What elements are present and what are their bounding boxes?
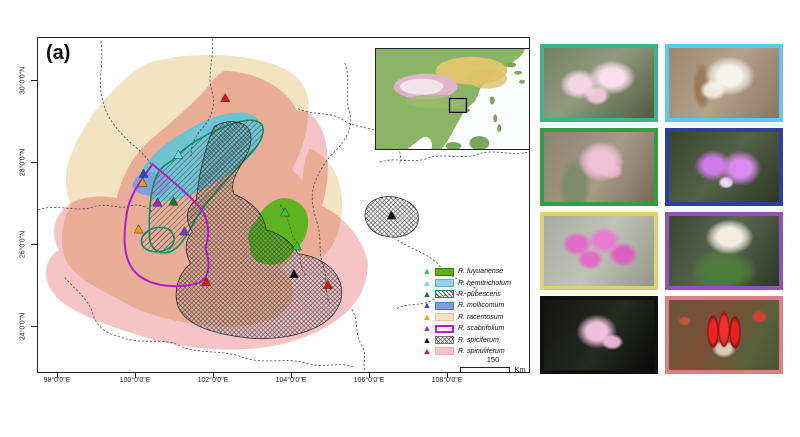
marker-fuyuanense: [291, 241, 302, 251]
lat-tick-label: 26°0'0"N: [19, 230, 27, 259]
marker-fuyuanense: [279, 207, 290, 217]
legend-item-pubescens: ▲ R. pubescens: [422, 288, 501, 299]
triangle-icon: ▲: [422, 311, 432, 322]
triangle-icon: ▲: [422, 300, 432, 311]
lon-tick-label: 102°0'0"E: [197, 377, 229, 384]
range-swatch: [435, 267, 454, 276]
legend-item-racemosum: ▲ R. racemosum: [422, 311, 504, 322]
lat-tick: [31, 244, 37, 245]
lat-tick-label: 28°0'0"N: [19, 148, 27, 177]
flower-image: [544, 300, 654, 370]
legend-item-mollicomum: ▲ R. mollicomum: [422, 300, 505, 311]
range-pubescens-south: [140, 226, 175, 253]
triangle-icon: ▲: [422, 277, 432, 288]
flower-image: [669, 48, 779, 118]
range-swatch: [435, 279, 454, 288]
lat-tick-label: 24°0'0"N: [19, 312, 27, 341]
range-spiciferum: [175, 121, 343, 339]
range-scabrifolium: [123, 162, 210, 288]
map-canvas: [38, 38, 528, 372]
lon-tick: [447, 373, 448, 378]
flower-image: [669, 300, 779, 370]
marker-spiciferum: [288, 268, 299, 279]
flower-image: [669, 216, 779, 286]
marker-racemosum: [137, 177, 148, 187]
flower-image: [669, 132, 779, 202]
species-photo-grid: [540, 44, 783, 374]
lon-tick-label: 108°0'0"E: [431, 377, 463, 384]
marker-hemitrichotum: [173, 149, 184, 159]
legend-item-spinuliferum: ▲ R. spinuliferum: [422, 345, 505, 356]
photo-fuyuanense: [540, 44, 658, 122]
province-boundaries: [38, 38, 528, 372]
range-swatch: [435, 290, 454, 299]
panel-label: (a): [46, 42, 71, 64]
lon-tick-label: 104°0'0"E: [275, 377, 307, 384]
photo-racemosum: [540, 212, 658, 290]
species-markers: [133, 92, 397, 289]
lon-tick: [291, 373, 292, 378]
photo-spiciferum: [540, 296, 658, 374]
marker-mollicomum: [138, 168, 149, 178]
lon-tick: [57, 373, 58, 378]
triangle-icon: ▲: [422, 345, 432, 356]
study-area-rectangle: [448, 97, 468, 114]
photo-pubescens: [540, 128, 658, 206]
lon-tick-label: 106°0'0"E: [353, 377, 385, 384]
range-swatch: [435, 347, 454, 356]
legend-item-fuyuanense: ▲ R. fuyuanense: [422, 266, 504, 277]
legend-item-hemitrichotum: ▲ R. hemitrichotum: [422, 277, 511, 288]
range-swatch: [435, 301, 454, 310]
marker-spinuliferum: [201, 276, 212, 286]
scale-bar: 150 Km: [438, 355, 548, 374]
marker-spiciferum: [386, 210, 397, 220]
triangle-icon: ▲: [422, 323, 432, 334]
scale-distance: 150: [486, 355, 500, 364]
lon-tick: [213, 373, 214, 378]
lon-tick: [369, 373, 370, 378]
marker-scabrifolium: [152, 197, 163, 207]
marker-pubescens: [168, 196, 179, 206]
range-swatch: [435, 313, 454, 322]
lat-tick: [31, 162, 37, 163]
china-location-inset: [375, 48, 530, 150]
lat-tick: [31, 326, 37, 327]
scale-bar-rect: [460, 366, 511, 373]
legend-item-scabrifolium: ▲ R. scabrifolium: [422, 323, 505, 334]
lon-tick: [135, 373, 136, 378]
marker-scabrifolium: [179, 226, 190, 236]
distribution-map: (a): [37, 37, 530, 374]
photo-scabrifolium: [665, 212, 783, 290]
scale-unit: Km: [514, 365, 526, 374]
photo-mollicomum: [665, 128, 783, 206]
photo-spinuliferum: [665, 296, 783, 374]
lat-tick-label: 30°0'0"N: [19, 66, 27, 95]
triangle-icon: ▲: [422, 288, 432, 299]
map-legend: ▲ R. fuyuanense ▲ R. hemitrichotum ▲ R. …: [422, 266, 530, 357]
flower-image: [544, 48, 654, 118]
range-swatch: [435, 324, 454, 333]
flower-image: [544, 216, 654, 286]
lat-tick: [31, 80, 37, 81]
lon-tick-label: 100°0'0"E: [119, 377, 151, 384]
triangle-icon: ▲: [422, 266, 432, 277]
range-swatch: [435, 336, 454, 345]
legend-item-spiciferum: ▲ R. spiciferum: [422, 334, 499, 345]
lon-tick-label: 98°0'0"E: [43, 377, 71, 384]
marker-spinuliferum: [220, 92, 231, 103]
marker-racemosum: [133, 224, 144, 234]
marker-spinuliferum: [322, 279, 333, 289]
inset-canvas: [376, 49, 529, 149]
flower-image: [544, 132, 654, 202]
photo-hemitrichotum: [665, 44, 783, 122]
triangle-icon: ▲: [422, 334, 432, 345]
